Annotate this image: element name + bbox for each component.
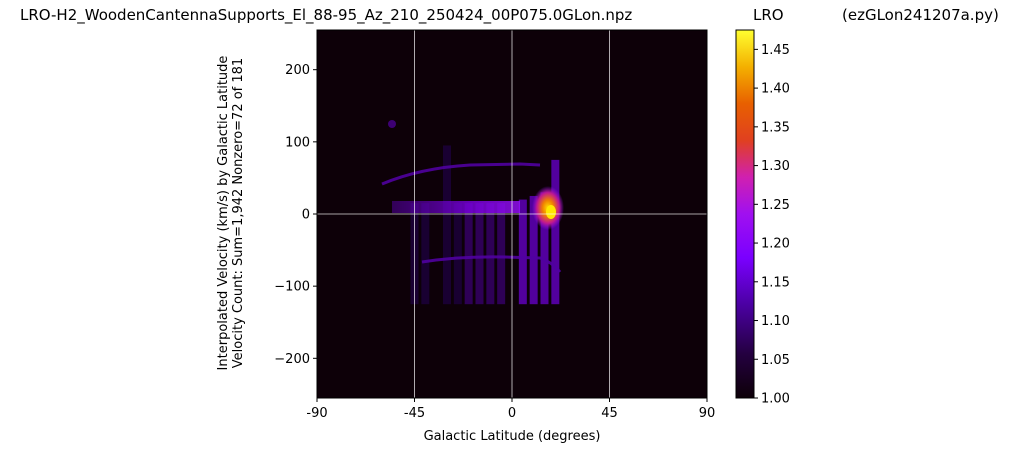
y-tick-label: 200 <box>285 63 310 78</box>
heatmap-strip <box>464 203 473 305</box>
y-axis-ticks: 200 100 0 −100 −200 <box>274 63 317 367</box>
heatmap-zero-velocity-band <box>392 201 520 213</box>
x-tick-label: 45 <box>601 406 618 421</box>
x-axis-label: Galactic Latitude (degrees) <box>424 429 601 444</box>
colorbar-tick-label: 1.20 <box>761 237 790 252</box>
x-tick-label: -90 <box>306 406 327 421</box>
colorbar-tick-label: 1.45 <box>761 43 790 58</box>
heatmap-strip <box>453 203 462 305</box>
x-axis-ticks: -90 -45 0 45 90 <box>306 398 715 421</box>
heatmap-strip <box>540 192 549 305</box>
y-tick-label: −200 <box>274 352 310 367</box>
y-tick-label: 100 <box>285 135 310 150</box>
y-tick-label: −100 <box>274 280 310 295</box>
script-name: (ezGLon241207a.py) <box>842 6 999 24</box>
grid-lines <box>317 30 707 398</box>
colorbar-tick-label: 1.35 <box>761 120 790 135</box>
colorbar-tick-label: 1.05 <box>761 353 790 368</box>
heatmap-strip <box>551 159 560 305</box>
heatmap-small-blob <box>388 120 396 128</box>
heatmap-strip <box>421 203 430 305</box>
colorbar-tick-label: 1.00 <box>761 392 790 407</box>
chart-title: LRO-H2_WoodenCantennaSupports_El_88-95_A… <box>20 6 633 24</box>
y-tick-label: 0 <box>302 208 310 223</box>
colorbar-tick-label: 1.25 <box>761 198 790 213</box>
colorbar-title: LRO <box>753 6 784 24</box>
x-tick-label: 90 <box>699 406 716 421</box>
heatmap-hot-peak <box>546 205 556 219</box>
colorbar-ticks: 1.45 1.40 1.35 1.30 1.25 1.20 1.15 1.10 1.05 1.00 <box>754 43 790 407</box>
colorbar-tick-label: 1.30 <box>761 159 790 174</box>
x-tick-label: -45 <box>404 406 425 421</box>
colorbar-tick-label: 1.10 <box>761 314 790 329</box>
heatmap-strip <box>443 145 451 305</box>
colorbar <box>735 29 755 399</box>
heatmap-strip <box>497 203 506 305</box>
heatmap-strip <box>518 199 527 305</box>
heatmap-strip <box>486 203 495 305</box>
heatmap-lower-arc <box>421 255 562 273</box>
colorbar-tick-label: 1.15 <box>761 275 790 290</box>
heatmap-layer <box>381 120 564 305</box>
x-tick-label: 0 <box>508 406 516 421</box>
heatmap-strip <box>475 203 484 305</box>
colorbar-tick-label: 1.40 <box>761 82 790 97</box>
heatmap-upper-arc <box>381 162 541 186</box>
heatmap-strip <box>529 195 538 305</box>
